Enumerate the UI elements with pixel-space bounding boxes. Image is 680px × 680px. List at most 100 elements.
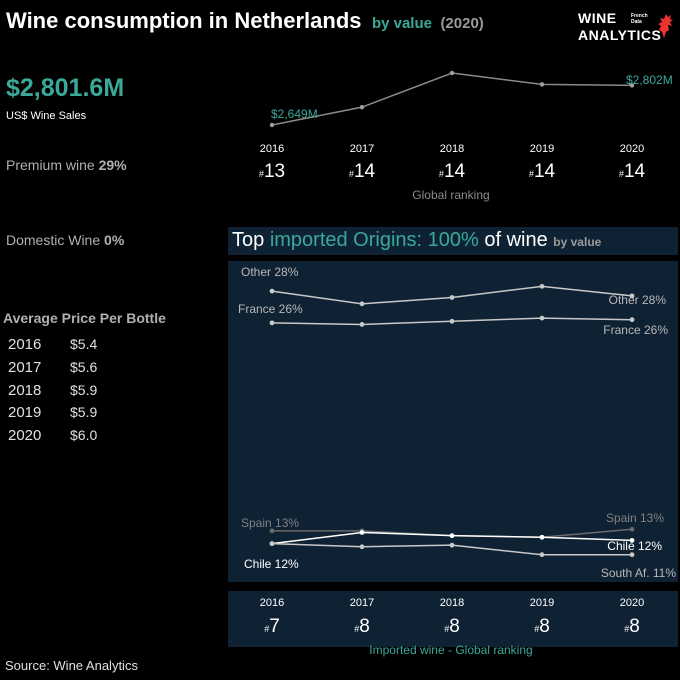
price-row: 2019 $5.9 <box>8 404 128 426</box>
origin-point <box>629 293 635 299</box>
origin-first-label: France 26% <box>238 302 303 316</box>
premium-value: 29% <box>98 157 127 173</box>
global-rank-value: #14 <box>439 161 466 182</box>
origins-title: Top imported Origins: 100% of wine by va… <box>232 229 601 252</box>
origin-point <box>359 322 365 327</box>
price-value: $6.0 <box>70 427 98 443</box>
source-note: Source: Wine Analytics <box>5 658 138 673</box>
title-text: Wine consumption in Netherlands <box>6 8 362 33</box>
origin-point <box>629 317 635 323</box>
origin-point <box>629 538 635 543</box>
origin-point <box>359 301 365 307</box>
year-tick-label: 2020 <box>620 597 644 609</box>
origin-point <box>539 534 545 540</box>
year-tick-label: 2019 <box>530 143 554 155</box>
origin-point <box>449 318 455 324</box>
origin-point <box>269 320 275 326</box>
logo-tagline: French Data <box>631 13 648 25</box>
domestic-label: Domestic Wine <box>6 232 101 248</box>
origins-chart-panel <box>228 261 678 582</box>
origins-title-teal: imported Origins: 100% <box>269 229 479 251</box>
origin-point <box>449 533 455 539</box>
price-row: 2017 $5.6 <box>8 359 128 381</box>
price-value: $5.9 <box>70 404 98 420</box>
origin-point <box>449 295 455 300</box>
imported-ranking-panel <box>228 591 678 647</box>
price-value: $5.6 <box>70 359 98 375</box>
sales-trend-line <box>271 72 633 126</box>
origins-title-bar <box>228 227 678 255</box>
price-year: 2019 <box>8 404 42 421</box>
year-tick-label: 2018 <box>440 143 464 155</box>
logo-tag2: Data <box>631 19 642 25</box>
origin-point <box>539 283 545 289</box>
year-tick-label: 2019 <box>530 597 554 609</box>
avg-price-title: Average Price Per Bottle <box>3 310 166 326</box>
title-by-value: by value <box>371 15 432 32</box>
price-year: 2017 <box>8 359 42 376</box>
origin-point <box>629 552 635 558</box>
page-title: Wine consumption in Netherlands by value… <box>6 8 484 34</box>
origin-point <box>539 315 545 321</box>
origin-point <box>359 544 365 550</box>
sales-point <box>269 122 275 128</box>
imported-rank-value: #8 <box>534 616 550 637</box>
sales-point <box>629 83 635 88</box>
origin-first-label: Spain 13% <box>241 516 299 530</box>
sales-point <box>449 70 455 76</box>
logo-line2: ANALYTICS <box>578 27 662 43</box>
sales-point <box>539 82 545 87</box>
origin-first-label: Other 28% <box>241 265 299 279</box>
sales-label: US$ Wine Sales <box>6 110 87 122</box>
origin-point <box>359 530 365 535</box>
rooster-icon <box>658 14 673 38</box>
global-rank-value: #14 <box>619 161 646 182</box>
year-tick-label: 2017 <box>350 143 374 155</box>
price-year: 2016 <box>8 336 42 353</box>
imported-rank-value: #7 <box>264 616 280 637</box>
origin-last-label: Other 28% <box>609 293 667 307</box>
global-ranking-label: Global ranking <box>412 188 490 202</box>
origin-last-label: Chile 12% <box>607 539 662 553</box>
sales-last-label: $2,802M <box>626 73 673 87</box>
imported-rank-value: #8 <box>444 616 460 637</box>
origin-last-label: France 26% <box>603 323 668 337</box>
origins-title-small: by value <box>553 235 602 249</box>
year-tick-label: 2017 <box>350 597 374 609</box>
price-row: 2016 $5.4 <box>8 336 128 358</box>
price-year: 2020 <box>8 427 42 444</box>
price-row: 2020 $6.0 <box>8 427 128 449</box>
sales-point <box>359 104 365 110</box>
global-rank-value: #13 <box>259 161 285 182</box>
sales-first-label: $2,649M <box>271 107 318 121</box>
wine-analytics-logo: WINE French Data ANALYTICS <box>578 10 678 48</box>
origins-title-pre: Top <box>232 229 265 251</box>
title-year: (2020) <box>440 15 484 32</box>
imported-rank-value: #8 <box>354 616 370 637</box>
domestic-value: 0% <box>104 232 125 248</box>
price-row: 2018 $5.9 <box>8 382 128 404</box>
origin-last-label: South Af. 11% <box>601 566 676 580</box>
origin-point <box>269 528 275 534</box>
price-year: 2018 <box>8 382 42 399</box>
logo-tag1: French <box>631 13 648 19</box>
origin-point <box>269 288 275 294</box>
origin-first-label: Chile 12% <box>244 557 299 571</box>
year-tick-label: 2016 <box>260 597 284 609</box>
year-tick-label: 2016 <box>260 143 284 155</box>
logo-line1: WINE <box>578 10 617 26</box>
price-value: $5.9 <box>70 382 98 398</box>
origins-title-post: of wine <box>484 229 548 251</box>
global-rank-value: #14 <box>349 161 376 182</box>
global-rank-value: #14 <box>529 161 556 182</box>
origin-point <box>629 526 635 532</box>
price-value: $5.4 <box>70 336 98 352</box>
origin-point <box>539 552 545 558</box>
year-tick-label: 2020 <box>620 143 644 155</box>
domestic-wine-stat: Domestic Wine 0% <box>6 232 124 248</box>
origin-point <box>449 542 455 548</box>
sales-value: $2,801.6M <box>6 74 125 102</box>
imported-rank-value: #8 <box>624 616 640 637</box>
origin-point <box>269 541 275 546</box>
